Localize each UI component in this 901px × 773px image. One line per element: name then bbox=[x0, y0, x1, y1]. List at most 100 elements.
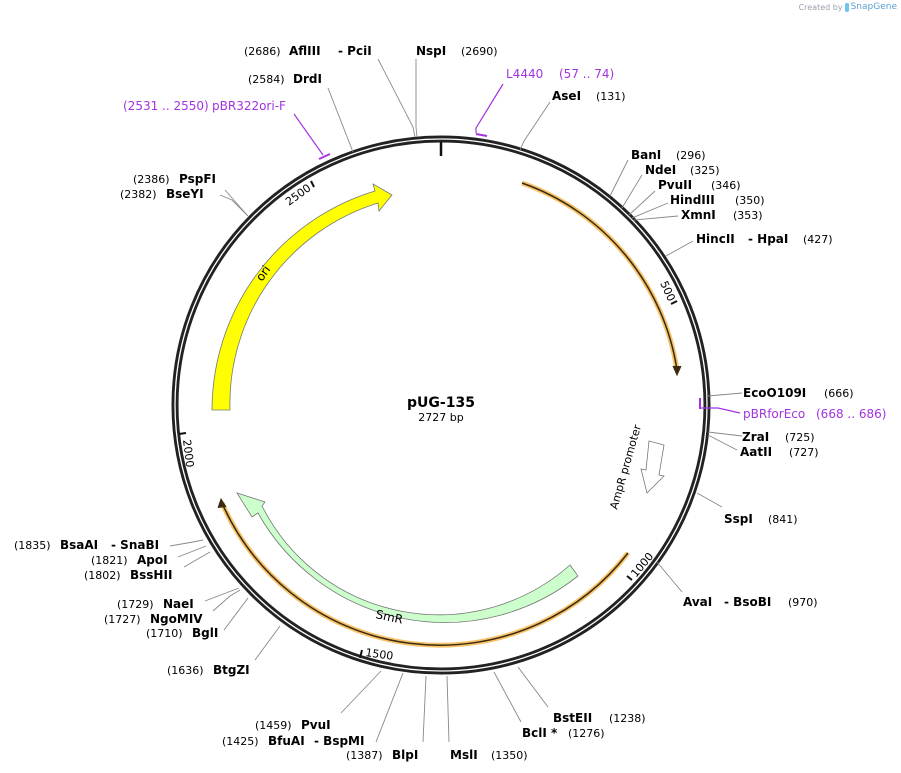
primer-range-pbrforeco: (668 .. 686) bbox=[816, 407, 886, 421]
svg-text:XmnI: XmnI bbox=[681, 208, 716, 222]
site-aflIII-pciI[interactable]: (2686) AflIII - PciI bbox=[244, 44, 372, 58]
svg-text:(2584): (2584) bbox=[248, 73, 285, 86]
svg-text:SspI: SspI bbox=[724, 512, 753, 526]
site-pvuII[interactable]: PvuII (346) bbox=[658, 178, 741, 192]
feature-ampr-promoter[interactable]: AmpR promoter bbox=[607, 423, 665, 511]
site-bglI[interactable]: (1710) BglI bbox=[146, 626, 218, 640]
site-blpI[interactable]: (1387) BlpI bbox=[346, 748, 418, 762]
primer-label-l4440: L4440 bbox=[506, 67, 543, 81]
feature-ori[interactable]: ori bbox=[211, 183, 393, 411]
site-sspI[interactable]: SspI (841) bbox=[724, 512, 798, 526]
site-bseYI[interactable]: (2382) BseYI bbox=[120, 187, 204, 201]
svg-text:(1350): (1350) bbox=[491, 749, 528, 762]
svg-text:(1710): (1710) bbox=[146, 627, 183, 640]
svg-text:PvuII: PvuII bbox=[658, 178, 692, 192]
svg-text:(427): (427) bbox=[803, 233, 833, 246]
svg-text:- BspMI: - BspMI bbox=[314, 734, 364, 748]
site-ecoO109I[interactable]: EcoO109I (666) bbox=[743, 386, 854, 400]
primer-pbrforeco[interactable]: pBRforEco (668 .. 686) bbox=[699, 398, 886, 421]
site-hindIII[interactable]: HindIII (350) bbox=[670, 193, 765, 207]
svg-text:(970): (970) bbox=[788, 596, 818, 609]
site-bfuAI-bspMI[interactable]: (1425) BfuAI - BspMI bbox=[222, 734, 364, 748]
svg-text:HindIII: HindIII bbox=[670, 193, 715, 207]
svg-text:(1387): (1387) bbox=[346, 749, 383, 762]
ori-arrow[interactable] bbox=[211, 183, 393, 411]
svg-text:(131): (131) bbox=[596, 90, 626, 103]
orf-arcs[interactable] bbox=[217, 180, 682, 648]
feature-smr[interactable]: SmR bbox=[236, 492, 579, 627]
site-ngoMIV[interactable]: (1727) NgoMIV bbox=[104, 612, 203, 626]
svg-text:BseYI: BseYI bbox=[166, 187, 204, 201]
svg-text:ApoI: ApoI bbox=[137, 553, 168, 567]
site-bstEII[interactable]: BstEII (1238) bbox=[553, 711, 646, 725]
restriction-sites[interactable]: (2686) AflIII - PciI NspI (2690) (2584) … bbox=[14, 44, 854, 762]
svg-text:- SnaBI: - SnaBI bbox=[111, 538, 159, 552]
svg-text:(346): (346) bbox=[711, 179, 741, 192]
site-pvuI[interactable]: (1459) PvuI bbox=[255, 718, 331, 732]
svg-text:NdeI: NdeI bbox=[645, 163, 676, 177]
site-bssHII[interactable]: (1802) BssHII bbox=[84, 568, 172, 582]
svg-text:(325): (325) bbox=[690, 164, 720, 177]
svg-text:(1835): (1835) bbox=[14, 539, 51, 552]
tick-label-1500: 1500 bbox=[365, 646, 395, 663]
svg-text:AseI: AseI bbox=[552, 89, 581, 103]
site-zraI[interactable]: ZraI (725) bbox=[742, 430, 815, 444]
site-drdI[interactable]: (2584) DrdI bbox=[248, 72, 322, 86]
svg-text:BanI: BanI bbox=[631, 148, 661, 162]
smr-arrow[interactable] bbox=[236, 492, 579, 623]
svg-text:(1425): (1425) bbox=[222, 735, 259, 748]
svg-text:- PciI: - PciI bbox=[338, 44, 372, 58]
site-pspFI[interactable]: (2386) PspFI bbox=[133, 172, 216, 186]
site-ndeI[interactable]: NdeI (325) bbox=[645, 163, 720, 177]
ampr-promoter-arrow[interactable] bbox=[640, 440, 665, 494]
site-bsaAI-snaBI[interactable]: (1835) BsaAI - SnaBI bbox=[14, 538, 159, 552]
orf-1-arc[interactable] bbox=[521, 182, 678, 371]
svg-text:BfuAI: BfuAI bbox=[268, 734, 305, 748]
site-mslI[interactable]: MslI (1350) bbox=[450, 748, 528, 762]
smr-label: SmR bbox=[374, 607, 404, 626]
primer-pbr322ori-f[interactable]: (2531 .. 2550) pBR322ori-F bbox=[123, 99, 331, 160]
site-banI[interactable]: BanI (296) bbox=[631, 148, 706, 162]
primer-l4440[interactable]: L4440 (57 .. 74) bbox=[475, 67, 614, 137]
site-naeI[interactable]: (1729) NaeI bbox=[117, 597, 194, 611]
site-aseI[interactable]: AseI (131) bbox=[552, 89, 626, 103]
svg-text:(727): (727) bbox=[789, 446, 819, 459]
orf-1-arrowhead-icon bbox=[672, 365, 682, 377]
site-btgZI[interactable]: (1636) BtgZI bbox=[167, 663, 250, 677]
svg-text:NgoMIV: NgoMIV bbox=[150, 612, 203, 626]
credit-prefix: Created by bbox=[798, 2, 843, 12]
svg-text:DrdI: DrdI bbox=[293, 72, 322, 86]
site-aatII[interactable]: AatII (727) bbox=[740, 445, 819, 459]
svg-text:AflIII: AflIII bbox=[289, 44, 321, 58]
primer-range-l4440: (57 .. 74) bbox=[559, 67, 614, 81]
orf-1-halo bbox=[521, 180, 680, 371]
ampr-promoter-label: AmpR promoter bbox=[607, 423, 644, 511]
site-bclI[interactable]: BclI * (1276) bbox=[522, 726, 605, 740]
primer-range-pbr322ori-f: (2531 .. 2550) bbox=[123, 99, 209, 113]
svg-text:BclI *: BclI * bbox=[522, 726, 558, 740]
site-hincII-hpaI[interactable]: HincII - HpaI (427) bbox=[696, 232, 833, 246]
plasmid-length: 2727 bp bbox=[418, 411, 463, 424]
svg-text:(1727): (1727) bbox=[104, 613, 141, 626]
svg-text:HincII: HincII bbox=[696, 232, 735, 246]
svg-text:(1821): (1821) bbox=[91, 554, 128, 567]
site-apoI[interactable]: (1821) ApoI bbox=[91, 553, 168, 567]
svg-text:MslI: MslI bbox=[450, 748, 478, 762]
orf-2-arrowhead-icon bbox=[217, 497, 227, 509]
snapgene-logo-icon bbox=[844, 2, 849, 12]
svg-text:(841): (841) bbox=[768, 513, 798, 526]
orf-2-arc[interactable] bbox=[221, 502, 629, 646]
primer-label-pbrforeco: pBRforEco bbox=[743, 407, 805, 421]
svg-text:(1636): (1636) bbox=[167, 664, 204, 677]
svg-text:(296): (296) bbox=[676, 149, 706, 162]
svg-text:(2386): (2386) bbox=[133, 173, 170, 186]
snapgene-credit: Created by SnapGene bbox=[799, 2, 897, 12]
site-xmnI[interactable]: XmnI (353) bbox=[681, 208, 763, 222]
svg-text:(350): (350) bbox=[735, 194, 765, 207]
site-avaI-bsoBI[interactable]: AvaI - BsoBI (970) bbox=[683, 595, 818, 609]
svg-text:(725): (725) bbox=[785, 431, 815, 444]
svg-text:(1276): (1276) bbox=[568, 727, 605, 740]
site-nspI[interactable]: NspI (2690) bbox=[416, 44, 498, 58]
svg-text:- HpaI: - HpaI bbox=[748, 232, 788, 246]
